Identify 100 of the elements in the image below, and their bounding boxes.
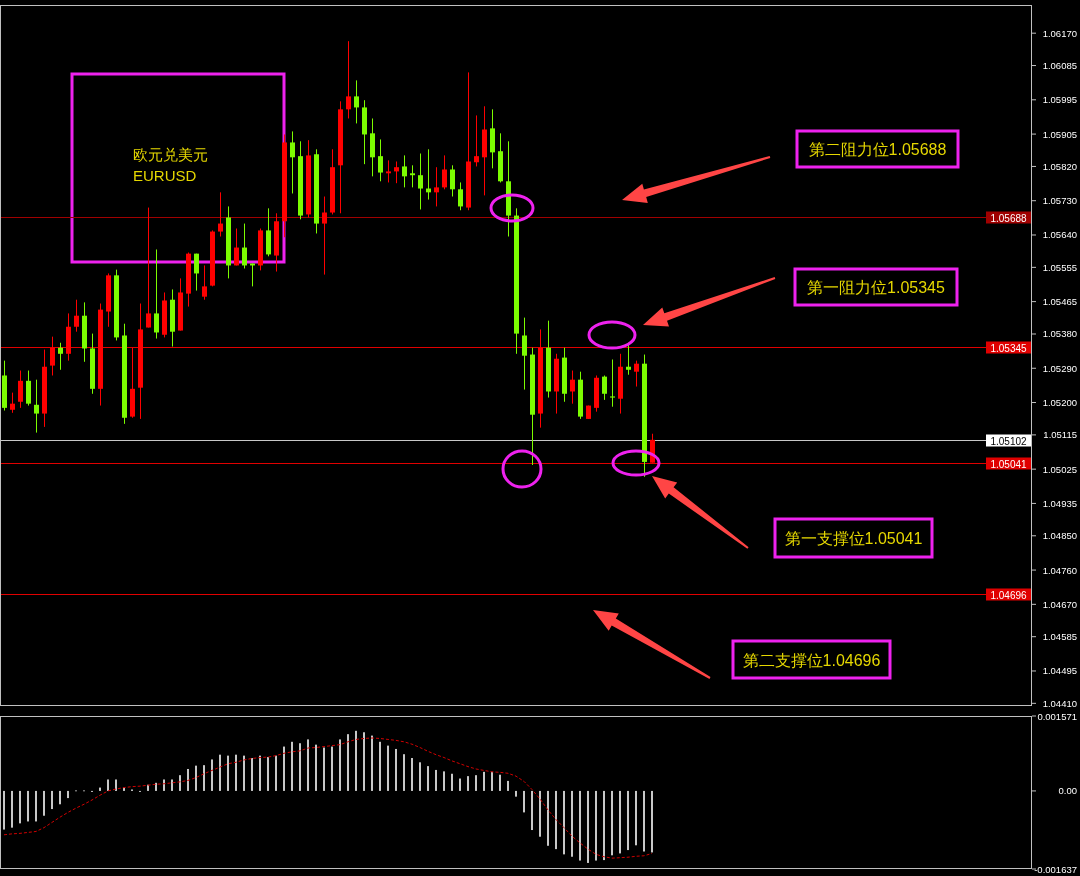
y-tick-label: 1.04495 (1042, 665, 1077, 677)
candlestick (322, 196, 327, 276)
candlestick (602, 374, 607, 401)
y-tick-label: 1.05730 (1042, 195, 1077, 207)
bar (219, 754, 221, 791)
y-tick-label: 1.04670 (1042, 598, 1077, 610)
bar (595, 790, 597, 861)
candlestick (570, 370, 575, 405)
y-tick-label: 1.05290 (1042, 362, 1077, 374)
annotation: 第一支撑位1.05041 (784, 530, 923, 547)
y-tick-label: -0.001637 (1034, 863, 1077, 875)
candlestick (410, 164, 415, 188)
bar (515, 790, 517, 797)
bar (507, 780, 509, 791)
bar (467, 776, 469, 791)
ref-line-label: 1.04696 (990, 589, 1028, 601)
bar (523, 790, 525, 813)
bar (195, 765, 197, 791)
y-tick-label: 1.04850 (1042, 530, 1077, 542)
candlestick (50, 336, 55, 376)
bar (115, 779, 117, 791)
candlestick (386, 159, 391, 183)
bar (427, 766, 429, 791)
bar (59, 790, 61, 805)
bar (387, 745, 389, 791)
candlestick (434, 166, 439, 207)
candlestick (610, 359, 615, 408)
bar (259, 755, 261, 791)
bar (35, 790, 37, 822)
bar (371, 735, 373, 791)
y-tick-label: 1.05820 (1042, 160, 1077, 172)
bar (483, 771, 485, 791)
bar (3, 790, 5, 830)
bar (203, 765, 205, 791)
candlestick (378, 138, 383, 182)
bar (435, 769, 437, 791)
candlestick (18, 370, 23, 409)
y-tick-label: 0.00 (1058, 785, 1077, 797)
bar (19, 790, 21, 824)
text: EURUSD (133, 167, 197, 184)
candlestick (58, 342, 63, 371)
candlestick (442, 154, 447, 190)
bar (395, 748, 397, 791)
y-tick-label: 1.04585 (1042, 631, 1077, 643)
candlestick (10, 392, 15, 414)
bar (635, 790, 637, 846)
bar (379, 741, 381, 791)
candlestick (218, 191, 223, 238)
y-tick-label: 1.05025 (1042, 463, 1077, 475)
bar (51, 790, 53, 810)
bar (331, 746, 333, 791)
bar (67, 790, 69, 799)
bar (355, 730, 357, 791)
candlestick (458, 181, 463, 211)
bar (155, 782, 157, 791)
bar (555, 790, 557, 850)
candlestick (370, 117, 375, 177)
bar (187, 768, 189, 791)
candlestick (146, 207, 151, 329)
y-tick-label: 1.05380 (1042, 328, 1077, 340)
candlestick (234, 228, 239, 266)
bar (443, 771, 445, 791)
y-tick-label: 1.05555 (1042, 261, 1077, 273)
y-tick-label: 1.05200 (1042, 397, 1077, 409)
bar (235, 754, 237, 791)
bar (451, 773, 453, 791)
bar (243, 755, 245, 791)
y-tick-label: 1.05905 (1042, 128, 1077, 140)
y-tick-label: 1.06085 (1042, 60, 1077, 72)
bar (299, 743, 301, 791)
bar (459, 778, 461, 791)
bar (227, 755, 229, 791)
annotation: 第二支撑位1.04696 (742, 651, 881, 669)
bar (171, 779, 173, 791)
bar (275, 755, 277, 791)
bar (179, 775, 181, 791)
bar (563, 790, 565, 855)
candlestick (266, 207, 271, 257)
candlestick (290, 130, 295, 194)
candlestick (394, 161, 399, 184)
bar (491, 771, 493, 791)
bar (571, 790, 573, 857)
bar (547, 790, 549, 846)
bar (307, 739, 309, 791)
candlestick (634, 360, 639, 388)
bar (323, 747, 325, 791)
candlestick (34, 379, 39, 434)
bar (107, 779, 109, 791)
bar (251, 758, 253, 791)
y-tick-label: 1.04410 (1042, 697, 1077, 709)
bar (211, 759, 213, 791)
bar (419, 762, 421, 791)
candlestick (490, 108, 495, 169)
candlestick (194, 253, 199, 292)
y-tick-label: 1.05465 (1042, 296, 1077, 308)
bar (403, 754, 405, 791)
bar (603, 790, 605, 861)
bar (291, 741, 293, 791)
bar (27, 790, 29, 822)
y-tick-label: 1.05115 (1043, 429, 1077, 441)
